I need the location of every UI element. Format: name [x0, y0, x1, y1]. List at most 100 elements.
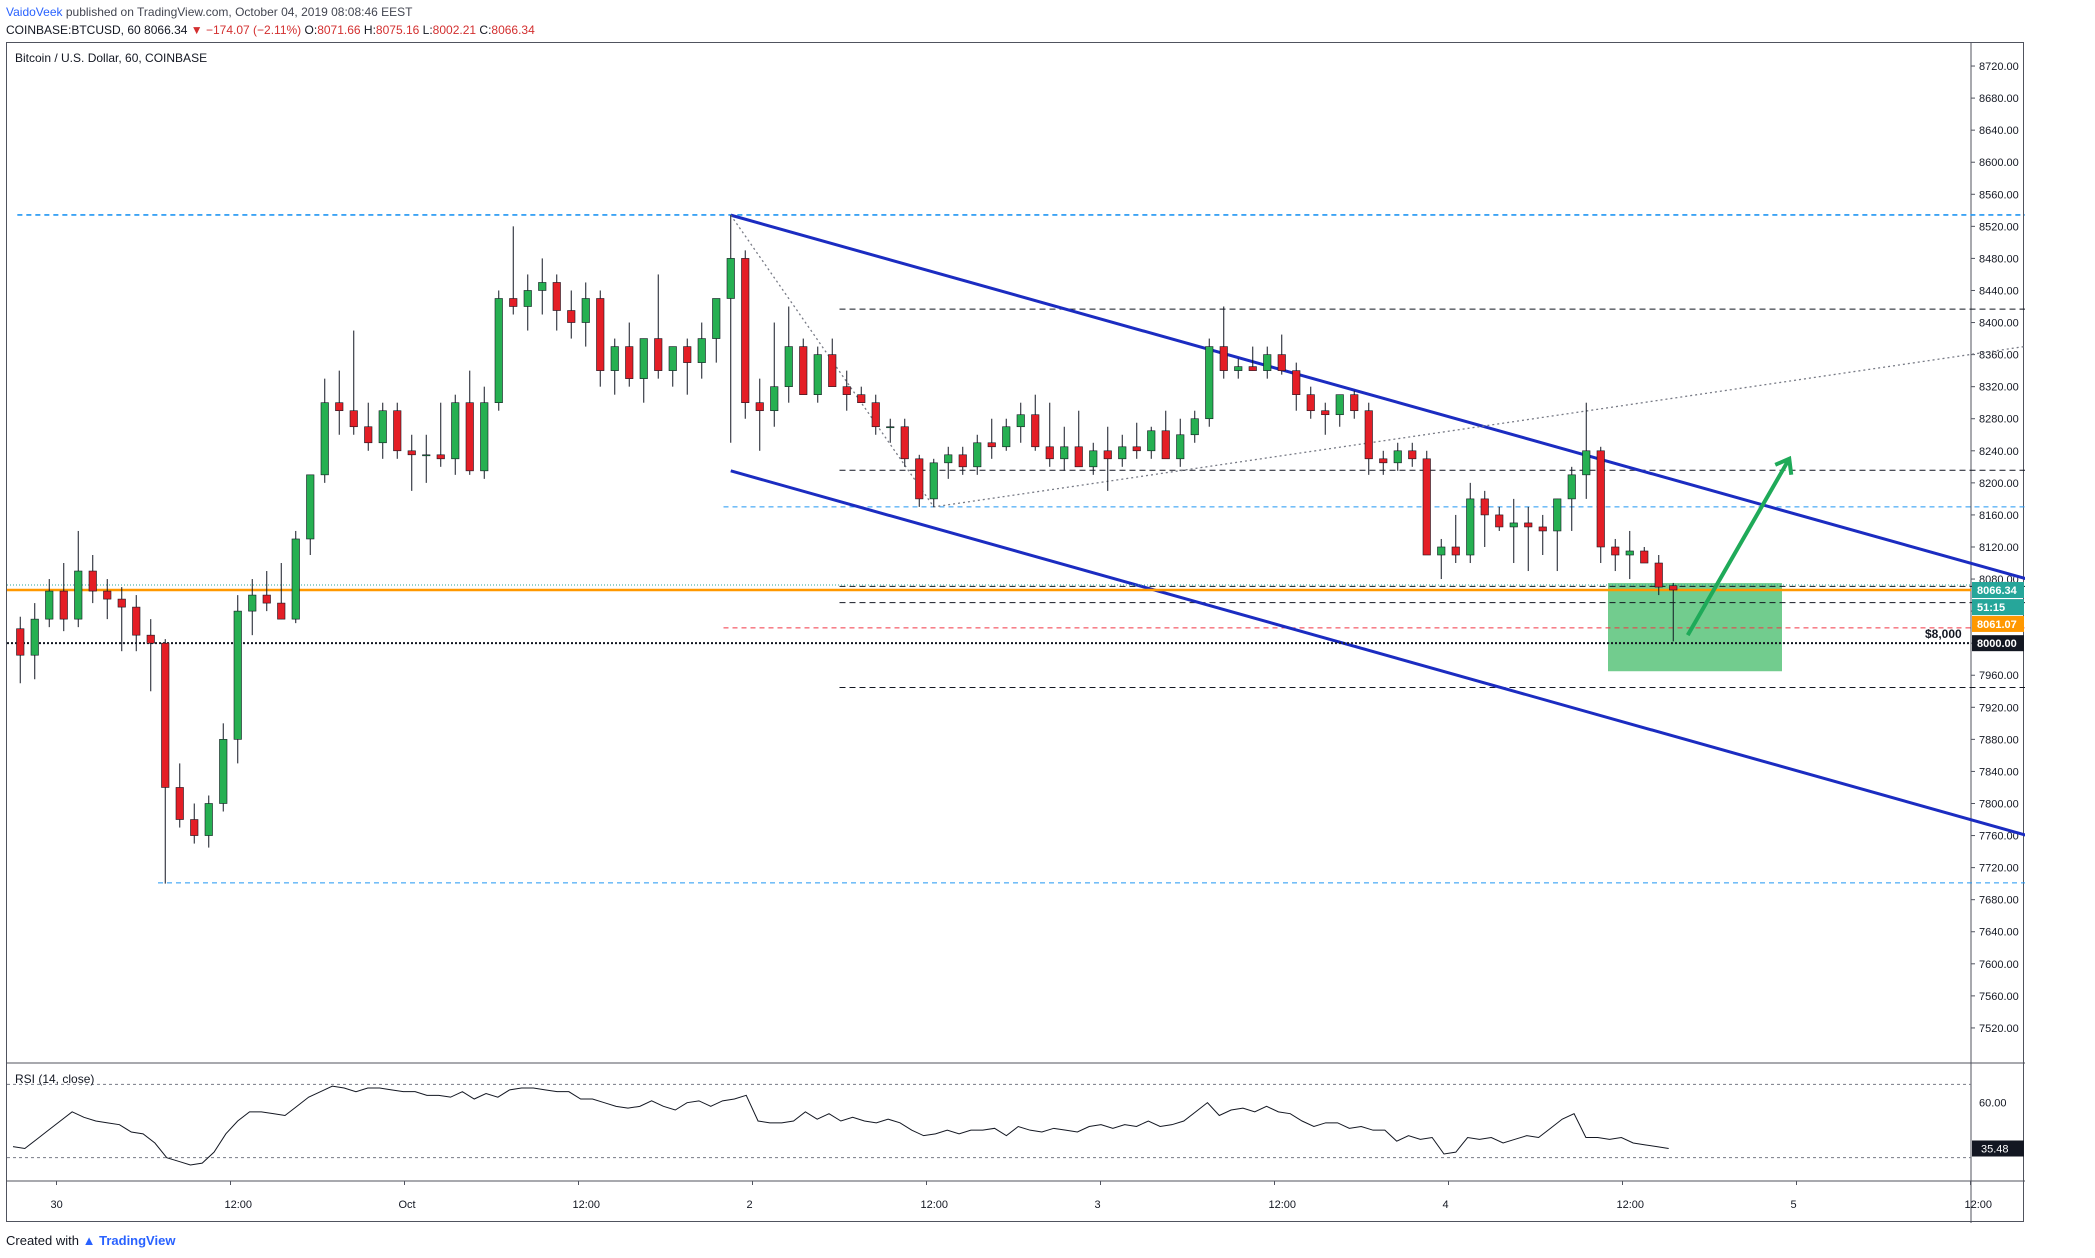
candle-body[interactable]	[306, 474, 315, 540]
candle-body[interactable]	[1596, 450, 1605, 548]
candle-body[interactable]	[1190, 418, 1199, 436]
target-arrow-thick[interactable]	[1686, 457, 1791, 637]
candle-body[interactable]	[175, 787, 184, 820]
candle-body[interactable]	[1466, 498, 1475, 556]
candle-body[interactable]	[45, 590, 54, 620]
candle-body[interactable]	[697, 338, 706, 363]
author-link[interactable]: VaidoVeek	[6, 5, 63, 19]
candle-body[interactable]	[900, 426, 909, 460]
candle-body[interactable]	[1495, 514, 1504, 528]
candle-body[interactable]	[1248, 366, 1257, 371]
candle-body[interactable]	[625, 346, 634, 379]
buy-zone-box[interactable]	[1608, 583, 1782, 672]
candle-body[interactable]	[378, 410, 387, 444]
candle-body[interactable]	[610, 346, 619, 371]
candle-body[interactable]	[973, 442, 982, 468]
candle-body[interactable]	[828, 354, 837, 387]
candle-body[interactable]	[1277, 354, 1286, 371]
candle-body[interactable]	[1234, 366, 1243, 371]
candle-body[interactable]	[1089, 450, 1098, 468]
candle-body[interactable]	[668, 346, 677, 371]
candle-body[interactable]	[233, 610, 242, 740]
candle-body[interactable]	[1451, 546, 1460, 556]
candle-body[interactable]	[567, 310, 576, 323]
candle-body[interactable]	[1031, 414, 1040, 448]
candle-body[interactable]	[1118, 446, 1127, 460]
candle-body[interactable]	[639, 338, 648, 379]
candle-body[interactable]	[596, 298, 605, 371]
candle-body[interactable]	[190, 819, 199, 836]
candle-body[interactable]	[523, 290, 532, 307]
candle-body[interactable]	[581, 298, 590, 323]
candle-body[interactable]	[1640, 550, 1649, 564]
candle-body[interactable]	[1321, 410, 1330, 416]
candle-body[interactable]	[146, 634, 155, 644]
candle-body[interactable]	[161, 642, 170, 788]
chart-canvas[interactable]: Bitcoin / U.S. Dollar, 60, COINBASE 8720.…	[7, 43, 2025, 1223]
candle-body[interactable]	[509, 298, 518, 307]
candle-body[interactable]	[683, 346, 692, 363]
candle-body[interactable]	[741, 258, 750, 403]
rsi-line[interactable]	[12, 1085, 1669, 1166]
candle-body[interactable]	[1625, 550, 1634, 556]
candle-body[interactable]	[1408, 450, 1417, 460]
candle-body[interactable]	[1292, 370, 1301, 395]
candle-body[interactable]	[1306, 394, 1315, 412]
candle-body[interactable]	[1567, 474, 1576, 500]
candle-body[interactable]	[784, 346, 793, 387]
candle-body[interactable]	[842, 386, 851, 395]
candle-body[interactable]	[1074, 446, 1083, 468]
candle-body[interactable]	[915, 458, 924, 500]
candle-body[interactable]	[248, 594, 257, 612]
candle-body[interactable]	[117, 598, 126, 608]
candle-body[interactable]	[1480, 498, 1489, 516]
candle-body[interactable]	[219, 739, 228, 804]
candle-body[interactable]	[480, 402, 489, 472]
channel-lower-line[interactable]	[730, 469, 2025, 861]
candle-body[interactable]	[1393, 450, 1402, 464]
candle-body[interactable]	[1350, 394, 1359, 412]
candle-body[interactable]	[1045, 446, 1054, 460]
fib-trend-connector[interactable]	[730, 214, 2025, 508]
candle-body[interactable]	[277, 602, 286, 620]
candle-body[interactable]	[1219, 346, 1228, 371]
candle-body[interactable]	[1147, 430, 1156, 452]
candle-body[interactable]	[1553, 498, 1562, 532]
candle-body[interactable]	[132, 606, 141, 636]
candle-body[interactable]	[1524, 522, 1533, 528]
candle-body[interactable]	[1060, 446, 1069, 460]
candle-body[interactable]	[1176, 434, 1185, 460]
candle-body[interactable]	[320, 402, 329, 476]
candle-body[interactable]	[813, 354, 822, 395]
candle-body[interactable]	[291, 538, 300, 620]
candle-body[interactable]	[944, 454, 953, 464]
candle-body[interactable]	[335, 402, 344, 412]
candle-body[interactable]	[712, 298, 721, 339]
candle-body[interactable]	[929, 462, 938, 500]
candle-body[interactable]	[1582, 450, 1591, 476]
candle-body[interactable]	[552, 282, 561, 311]
candle-body[interactable]	[494, 298, 503, 403]
candle-body[interactable]	[59, 590, 68, 620]
candle-body[interactable]	[1016, 414, 1025, 428]
candle-body[interactable]	[103, 590, 112, 600]
candle-body[interactable]	[16, 628, 25, 656]
candle-body[interactable]	[958, 454, 967, 468]
candle-body[interactable]	[1538, 526, 1547, 532]
candle-body[interactable]	[654, 338, 663, 371]
candle-body[interactable]	[262, 594, 271, 604]
tradingview-brand[interactable]: TradingView	[99, 1233, 176, 1248]
candle-body[interactable]	[349, 410, 358, 428]
candle-body[interactable]	[30, 618, 39, 656]
candle-body[interactable]	[407, 450, 416, 456]
candle-body[interactable]	[886, 426, 895, 429]
candle-body[interactable]	[1654, 562, 1663, 588]
candle-body[interactable]	[422, 454, 431, 457]
candle-body[interactable]	[88, 570, 97, 592]
candle-body[interactable]	[1002, 426, 1011, 448]
candle-body[interactable]	[857, 394, 866, 403]
candle-body[interactable]	[1611, 546, 1620, 556]
candle-body[interactable]	[1669, 585, 1678, 591]
candle-body[interactable]	[871, 402, 880, 428]
candle-body[interactable]	[204, 803, 213, 836]
